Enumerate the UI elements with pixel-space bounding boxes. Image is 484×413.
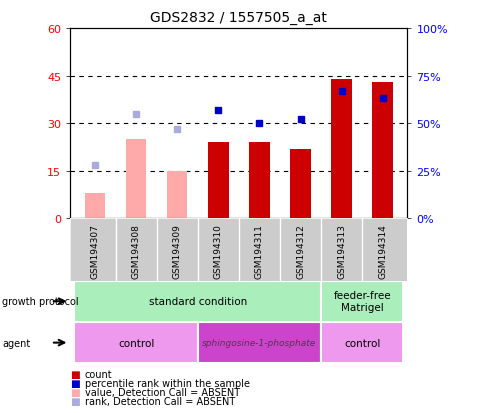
Text: feeder-free
Matrigel: feeder-free Matrigel [333, 291, 390, 312]
Text: GSM194307: GSM194307 [91, 224, 99, 279]
Bar [372, 83, 392, 219]
Text: rank, Detection Call = ABSENT: rank, Detection Call = ABSENT [85, 396, 235, 406]
Bar [331, 80, 351, 219]
Bar [208, 143, 228, 219]
Text: GSM194309: GSM194309 [172, 224, 182, 279]
Text: ■: ■ [70, 396, 80, 406]
Text: GSM194310: GSM194310 [213, 224, 222, 279]
Text: ■: ■ [70, 378, 80, 388]
Bar [320, 281, 403, 322]
Text: GSM194314: GSM194314 [378, 224, 386, 278]
Text: count: count [85, 369, 112, 379]
Bar [249, 143, 269, 219]
Text: GSM194311: GSM194311 [255, 224, 263, 279]
Text: growth protocol: growth protocol [2, 297, 79, 306]
Text: percentile rank within the sample: percentile rank within the sample [85, 378, 249, 388]
Bar [320, 322, 403, 363]
Text: sphingosine-1-phosphate: sphingosine-1-phosphate [202, 338, 316, 347]
Title: GDS2832 / 1557505_a_at: GDS2832 / 1557505_a_at [150, 11, 327, 25]
Text: GSM194308: GSM194308 [131, 224, 140, 279]
Text: GSM194312: GSM194312 [295, 224, 304, 278]
Bar [166, 171, 187, 219]
Text: control: control [343, 338, 379, 348]
Text: standard condition: standard condition [148, 297, 246, 306]
Bar [197, 322, 320, 363]
Text: agent: agent [2, 338, 30, 348]
Bar [85, 194, 105, 219]
Bar [74, 322, 197, 363]
Text: GSM194313: GSM194313 [336, 224, 346, 279]
Text: control: control [118, 338, 154, 348]
Bar [74, 281, 320, 322]
Bar [289, 149, 310, 219]
Text: ■: ■ [70, 369, 80, 379]
Bar [125, 140, 146, 219]
Text: value, Detection Call = ABSENT: value, Detection Call = ABSENT [85, 387, 240, 397]
Text: ■: ■ [70, 387, 80, 397]
